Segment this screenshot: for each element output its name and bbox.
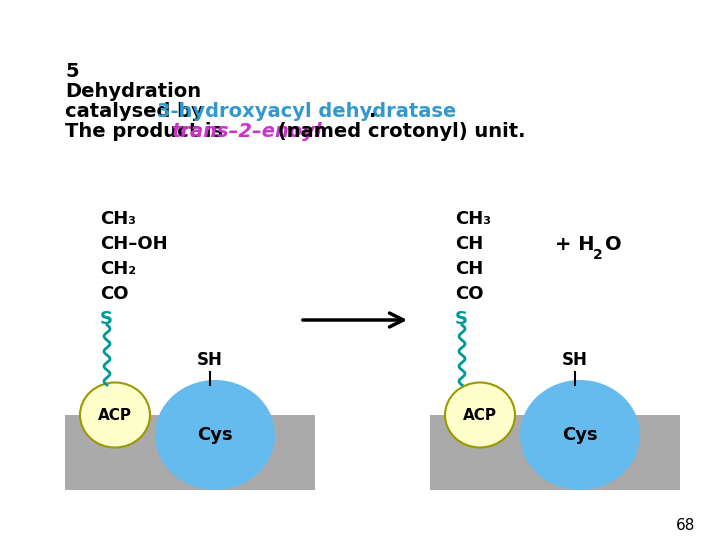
Text: 3-hydroxyacyl dehydratase: 3-hydroxyacyl dehydratase <box>157 102 456 121</box>
Bar <box>430 415 680 490</box>
Text: 68: 68 <box>675 517 695 532</box>
Text: The product is: The product is <box>65 122 230 141</box>
Text: trans–2–enoyl: trans–2–enoyl <box>171 122 322 141</box>
Text: ACP: ACP <box>463 408 497 422</box>
Text: O: O <box>605 235 621 254</box>
Text: CH–OH: CH–OH <box>100 235 168 253</box>
Ellipse shape <box>520 380 640 490</box>
Text: Cys: Cys <box>562 426 598 444</box>
Text: CH₃: CH₃ <box>455 210 491 228</box>
Text: S: S <box>100 310 113 328</box>
Text: (named crotonyl) unit.: (named crotonyl) unit. <box>271 122 526 141</box>
Text: CH₃: CH₃ <box>100 210 136 228</box>
Text: CO: CO <box>455 285 484 303</box>
Text: 2: 2 <box>593 248 603 262</box>
Text: .: . <box>369 102 377 121</box>
Text: 5: 5 <box>65 62 78 81</box>
Text: CH₂: CH₂ <box>100 260 136 278</box>
Ellipse shape <box>155 380 275 490</box>
Bar <box>65 415 315 490</box>
Text: S: S <box>455 310 468 328</box>
Text: Dehydration: Dehydration <box>65 82 201 101</box>
Text: ACP: ACP <box>98 408 132 422</box>
Text: + H: + H <box>555 235 595 254</box>
Text: CH: CH <box>455 260 483 278</box>
Ellipse shape <box>80 382 150 448</box>
Text: CH: CH <box>455 235 483 253</box>
Text: Cys: Cys <box>197 426 233 444</box>
Text: CO: CO <box>100 285 128 303</box>
Text: SH: SH <box>562 351 588 369</box>
Ellipse shape <box>445 382 515 448</box>
Text: catalysed by: catalysed by <box>65 102 210 121</box>
Text: SH: SH <box>197 351 223 369</box>
